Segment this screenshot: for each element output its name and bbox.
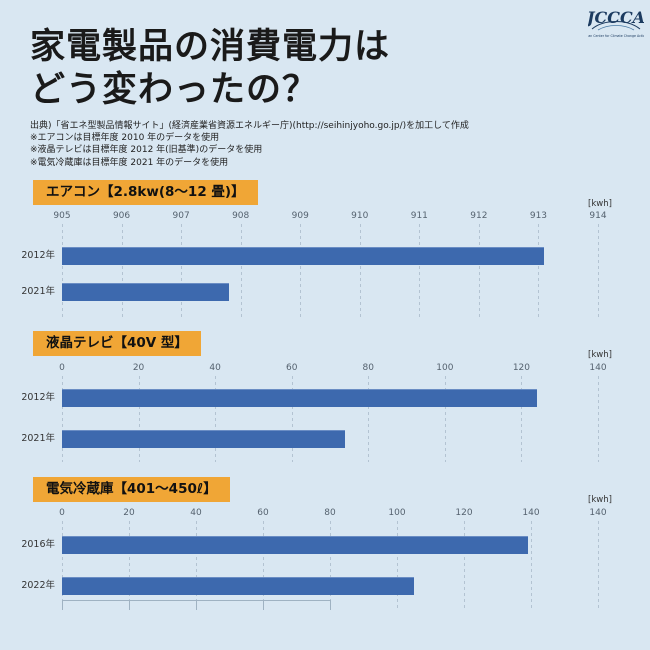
axis-tick-label: 909 xyxy=(291,211,309,221)
axis-tick-mark xyxy=(129,600,130,610)
axis-tick-label: 20 xyxy=(123,508,135,518)
gridline xyxy=(62,521,63,610)
gridline xyxy=(598,224,599,319)
gridline xyxy=(240,224,242,319)
gridline xyxy=(464,521,465,610)
axis-unit-label-fridge: [kwh] xyxy=(588,495,612,505)
axis-tick-label: 140 xyxy=(589,363,607,373)
source-line: 出典)「省エネ型製品情報サイト」(経済産業省資源エネルギー庁)(http://s… xyxy=(30,121,469,131)
axis-tick-label: 0 xyxy=(59,363,65,373)
data-bar xyxy=(62,430,346,448)
axis-unit-label-aircon: [kwh] xyxy=(588,199,612,209)
data-bar xyxy=(62,283,229,301)
gridline xyxy=(138,376,140,462)
axis-tick-label: 0 xyxy=(59,508,65,518)
bar-chart-fridge: 0 20 40 60 80 100 120 140 140 2016年 2022年 xyxy=(21,508,607,610)
bar-year-label: 2012年 xyxy=(21,392,55,403)
page-title-line1: 家電製品の消費電力は xyxy=(30,27,391,67)
bar-year-label: 2021年 xyxy=(21,433,55,444)
axis-tick-label: 100 xyxy=(388,508,406,518)
axis-tick-mark xyxy=(330,600,331,610)
axis-unit-label-tv: [kwh] xyxy=(588,350,612,360)
axis-tick-label: 912 xyxy=(470,211,488,221)
axis-tick-label: 907 xyxy=(172,211,190,221)
page-title-line2: どう変わったの？ xyxy=(30,70,319,110)
gridline xyxy=(263,521,264,610)
axis-tick-label: 120 xyxy=(512,363,531,373)
axis-tick-label: 905 xyxy=(53,211,71,221)
data-bar xyxy=(62,247,545,265)
gridline xyxy=(330,521,331,610)
axis-tick-mark xyxy=(62,600,63,610)
bar-year-label: 2022年 xyxy=(21,580,55,591)
note-aircon: ※エアコンは目標年度 2010 年のデータを使用 xyxy=(30,133,220,144)
bar-row: 2012年 xyxy=(21,389,598,407)
axis-tick-mark xyxy=(196,600,197,610)
note-fridge: ※電気冷蔵庫は目標年度 2021 年のデータを使用 xyxy=(30,157,229,168)
bar-row: 2022年 xyxy=(21,577,598,595)
axis-tick-label: 60 xyxy=(257,508,269,518)
gridline xyxy=(62,224,63,319)
axis-tick-label: 120 xyxy=(455,508,473,518)
gridline xyxy=(531,521,532,610)
gridline xyxy=(359,224,361,319)
svg-text:JCCCA: JCCCA xyxy=(588,8,644,27)
axis-tick-label: 80 xyxy=(324,508,336,518)
gridline xyxy=(121,224,123,319)
data-bar xyxy=(62,577,414,595)
gridline xyxy=(291,376,293,462)
bar-chart-aircon: 905 906 907 908 909 910 911 912 913 914 2012年 2021年 xyxy=(21,211,607,319)
page-title: 家電製品の消費電力は どう変わったの？ xyxy=(30,26,390,112)
bar-row: 2021年 xyxy=(21,430,598,448)
jccca-logo-caption: Japan Center for Climate Change Actions xyxy=(588,34,644,38)
axis-tick-label: 80 xyxy=(362,363,375,373)
jccca-logo-icon: JCCCA Japan Center for Climate Change Ac… xyxy=(582,8,649,38)
axis-tick-label: 908 xyxy=(232,211,250,221)
bar-year-label: 2012年 xyxy=(21,250,55,261)
gridline xyxy=(129,521,130,610)
bar-row: 2016年 xyxy=(21,536,598,554)
chart-title-badge-aircon: エアコン【2.8kw(8〜12 畳)】 xyxy=(33,180,258,205)
axis-tick-label: 906 xyxy=(112,211,131,221)
axis-tick-label: 20 xyxy=(132,363,145,373)
axis-tick-label: 914 xyxy=(589,211,607,221)
gridline xyxy=(215,376,217,462)
axis-tick-label: 140 xyxy=(522,508,540,518)
axis-tick-label: 913 xyxy=(529,211,548,221)
data-bar xyxy=(62,389,537,407)
gridline xyxy=(419,224,421,319)
gridline xyxy=(181,224,183,319)
axis-tick-label: 40 xyxy=(209,363,221,373)
axis-tick-label: 140 xyxy=(589,508,607,518)
chart-title-badge-tv: 液晶テレビ【40V 型】 xyxy=(33,331,201,356)
gridline xyxy=(598,521,599,610)
data-bar xyxy=(62,536,528,554)
gridline xyxy=(300,224,302,319)
source-notes: 出典)「省エネ型製品情報サイト」(経済産業省資源エネルギー庁)(http://s… xyxy=(30,120,469,169)
bar-year-label: 2021年 xyxy=(21,286,55,297)
gridline xyxy=(538,224,540,319)
gridline xyxy=(62,376,63,462)
bar-row: 2012年 xyxy=(21,247,598,265)
bar-chart-tv: 0 20 40 60 80 100 120 140 2012年 2021年 xyxy=(21,363,607,462)
bar-row: 2021年 xyxy=(21,283,598,301)
gridline xyxy=(444,376,446,462)
gridline xyxy=(478,224,480,319)
axis-tick-mark xyxy=(263,600,264,610)
chart-title-badge-fridge: 電気冷蔵庫【401〜450ℓ】 xyxy=(33,477,230,502)
axis-tick-label: 911 xyxy=(410,211,428,221)
bar-year-label: 2016年 xyxy=(21,539,55,550)
gridline xyxy=(368,376,370,462)
note-tv: ※液晶テレビは目標年度 2012 年(旧基準)のデータを使用 xyxy=(30,145,263,156)
axis-tick-label: 40 xyxy=(190,508,202,518)
gridline xyxy=(521,376,523,462)
axis-tick-label: 100 xyxy=(436,363,454,373)
jccca-logo: JCCCA Japan Center for Climate Change Ac… xyxy=(582,6,649,46)
gridline xyxy=(598,376,599,462)
axis-tick-label: 910 xyxy=(351,211,369,221)
gridline xyxy=(196,521,197,610)
axis-tick-label: 60 xyxy=(285,363,298,373)
gridline xyxy=(397,521,398,610)
